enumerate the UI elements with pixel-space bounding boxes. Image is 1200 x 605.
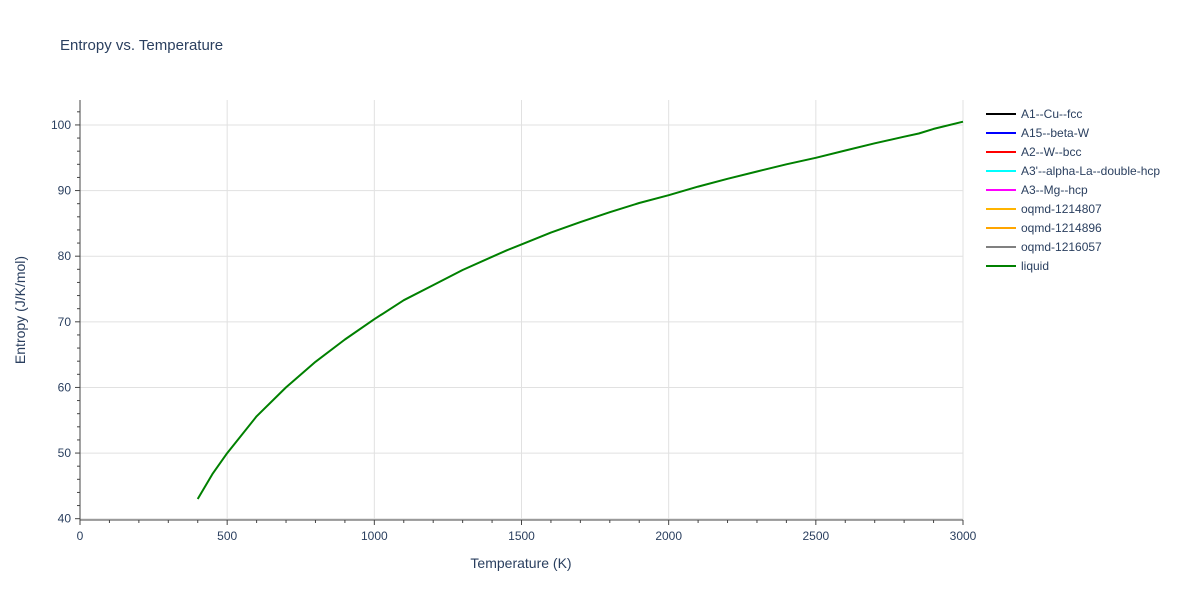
legend-label: oqmd-1214896: [1021, 221, 1102, 235]
series-layer: [196, 120, 964, 500]
legend-label: A2--W--bcc: [1021, 145, 1081, 159]
x-tick-label: 0: [77, 529, 84, 543]
y-tick-label: 60: [58, 380, 72, 394]
legend-label: oqmd-1216057: [1021, 240, 1102, 254]
series-line-liquid[interactable]: [196, 120, 964, 500]
chart-title: Entropy vs. Temperature: [60, 37, 223, 54]
y-tick-label: 40: [58, 512, 72, 526]
y-tick-label: 90: [58, 184, 72, 198]
legend-item[interactable]: A1--Cu--fcc: [986, 107, 1082, 121]
legend-item[interactable]: A3--Mg--hcp: [986, 183, 1088, 197]
x-tick-label: 2500: [802, 529, 829, 543]
y-tick-label: 80: [58, 249, 72, 263]
y-axis-title: Entropy (J/K/mol): [12, 256, 28, 364]
legend-item[interactable]: liquid: [986, 259, 1049, 273]
axes-layer: 0 500 1000 1500 2000 2500 3000 40 50 60 70 80 90 100: [51, 100, 977, 543]
legend-label: A1--Cu--fcc: [1021, 107, 1082, 121]
legend-item[interactable]: A15--beta-W: [986, 126, 1090, 140]
legend-item[interactable]: A3'--alpha-La--double-hcp: [986, 164, 1160, 178]
x-tick-label: 500: [217, 529, 237, 543]
legend-item[interactable]: oqmd-1216057: [986, 240, 1102, 254]
legend-label: oqmd-1214807: [1021, 202, 1102, 216]
legend-label: A3'--alpha-La--double-hcp: [1021, 164, 1160, 178]
x-tick-label: 2000: [655, 529, 682, 543]
y-tick-label: 70: [58, 315, 72, 329]
x-tick-label: 1000: [361, 529, 388, 543]
legend-label: A15--beta-W: [1021, 126, 1090, 140]
grid-layer: [80, 100, 964, 520]
x-tick-label: 3000: [950, 529, 977, 543]
legend-item[interactable]: oqmd-1214807: [986, 202, 1102, 216]
legend-label: A3--Mg--hcp: [1021, 183, 1088, 197]
y-tick-label: 50: [58, 446, 72, 460]
y-tick-label: 100: [51, 118, 71, 132]
legend-item[interactable]: A2--W--bcc: [986, 145, 1081, 159]
legend-item[interactable]: oqmd-1214896: [986, 221, 1102, 235]
x-tick-label: 1500: [508, 529, 535, 543]
legend[interactable]: A1--Cu--fcc A15--beta-W A2--W--bcc A3'--alp…: [986, 107, 1160, 273]
legend-label: liquid: [1021, 259, 1049, 273]
x-axis-title: Temperature (K): [470, 555, 571, 571]
